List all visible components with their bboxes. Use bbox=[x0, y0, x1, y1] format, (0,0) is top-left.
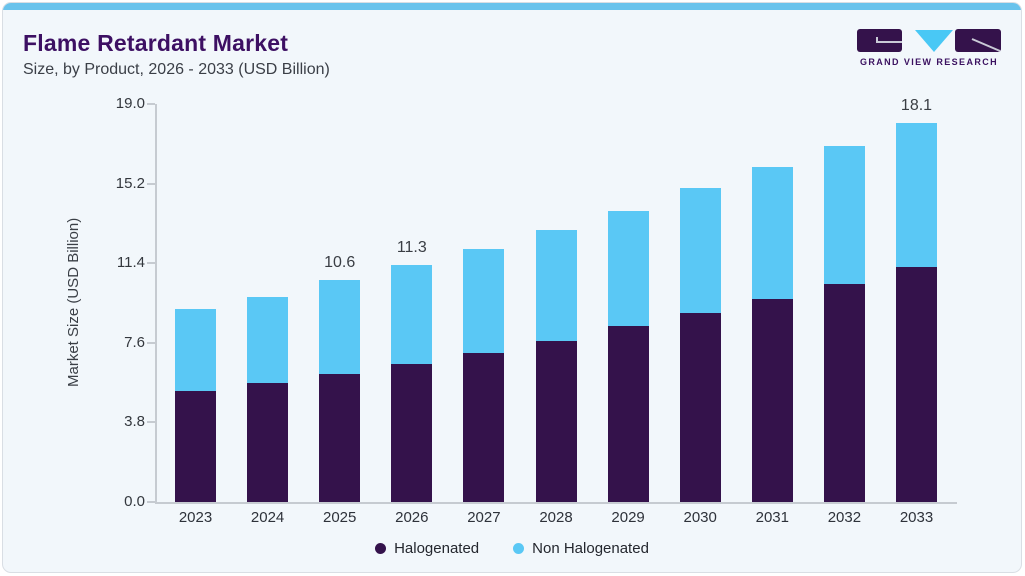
bar-2032-non-halogenated bbox=[823, 145, 865, 285]
y-tick-mark bbox=[147, 103, 155, 105]
bar-2026-halogenated bbox=[391, 363, 433, 502]
x-axis-label-2027: 2027 bbox=[467, 509, 501, 526]
bar-2033-halogenated bbox=[896, 267, 937, 502]
legend: Halogenated Non Halogenated bbox=[3, 540, 1021, 557]
bar-2023-non-halogenated bbox=[175, 309, 216, 391]
x-axis-label-2029: 2029 bbox=[611, 509, 645, 526]
bar-2029-non-halogenated bbox=[607, 210, 649, 327]
top-accent-bar bbox=[3, 3, 1021, 10]
y-tick-label-19.0: 19.0 bbox=[115, 95, 145, 112]
bar-2028-halogenated bbox=[535, 340, 577, 502]
bar-2030-non-halogenated bbox=[679, 187, 721, 314]
legend-dot bbox=[375, 543, 387, 554]
gvr-logo-wordmark: GRAND VIEW RESEARCH bbox=[859, 57, 999, 67]
y-axis-title: Market Size (USD Billion) bbox=[65, 217, 82, 387]
y-tick-label-7.6: 7.6 bbox=[124, 333, 145, 351]
legend-item-non-halogenated: Non Halogenated bbox=[513, 540, 649, 557]
page-subtitle: Size, by Product, 2026 - 2033 (USD Billi… bbox=[23, 61, 330, 78]
bar-2031-halogenated bbox=[751, 298, 793, 502]
x-axis-label-2032: 2032 bbox=[827, 509, 862, 526]
x-axis-label-2031: 2031 bbox=[755, 509, 789, 526]
bar-2029-halogenated bbox=[607, 326, 649, 502]
y-tick-label-0.0: 0.0 bbox=[124, 493, 145, 510]
bar-2025-non-halogenated bbox=[319, 279, 361, 375]
y-tick-label-11.4: 11.4 bbox=[116, 254, 145, 272]
bar-2027-halogenated bbox=[463, 353, 505, 502]
x-axis-label-2033: 2033 bbox=[899, 509, 934, 526]
y-tick-label-15.2: 15.2 bbox=[115, 174, 145, 192]
x-axis-label-2028: 2028 bbox=[539, 509, 573, 526]
bar-2032-halogenated bbox=[823, 284, 865, 502]
page-title: Flame Retardant Market bbox=[23, 30, 289, 56]
legend-item-halogenated: Halogenated bbox=[375, 540, 479, 557]
legend-dot bbox=[513, 543, 525, 554]
bar-2027-non-halogenated bbox=[463, 248, 505, 354]
y-tick-mark bbox=[147, 501, 155, 503]
y-tick-label-3.8: 3.8 bbox=[124, 413, 145, 431]
bar-2028-non-halogenated bbox=[535, 229, 577, 341]
x-axis-label-2023: 2023 bbox=[178, 509, 213, 526]
gvr-logo-icon bbox=[857, 29, 1001, 52]
y-tick-mark bbox=[147, 262, 155, 265]
bar-2024-non-halogenated bbox=[247, 296, 289, 383]
x-axis-label-2030: 2030 bbox=[683, 509, 717, 526]
x-axis-label-2026: 2026 bbox=[395, 509, 429, 526]
y-axis-line bbox=[155, 104, 157, 503]
legend-label: Halogenated bbox=[394, 540, 480, 557]
bar-value-label-2026: 11.3 bbox=[396, 239, 427, 257]
x-axis-label-2024: 2024 bbox=[250, 509, 285, 526]
bar-value-label-2025: 10.6 bbox=[324, 253, 356, 271]
bar-2025-halogenated bbox=[319, 374, 361, 502]
bar-2026-non-halogenated bbox=[391, 265, 433, 364]
x-axis-line bbox=[155, 502, 957, 504]
bar-value-label-2033: 18.1 bbox=[900, 96, 933, 114]
y-tick-mark bbox=[147, 421, 155, 424]
bar-2023-halogenated bbox=[175, 390, 216, 502]
bar-2024-halogenated bbox=[247, 382, 289, 502]
y-tick-mark bbox=[147, 182, 155, 185]
gvr-logo: GRAND VIEW RESEARCH bbox=[856, 29, 1002, 67]
bar-2031-non-halogenated bbox=[751, 166, 793, 299]
legend-label: Non Halogenated bbox=[532, 540, 649, 557]
bar-2033-non-halogenated bbox=[896, 122, 937, 268]
y-tick-mark bbox=[147, 341, 155, 344]
bar-2030-halogenated bbox=[679, 313, 721, 502]
x-axis-label-2025: 2025 bbox=[323, 509, 357, 526]
